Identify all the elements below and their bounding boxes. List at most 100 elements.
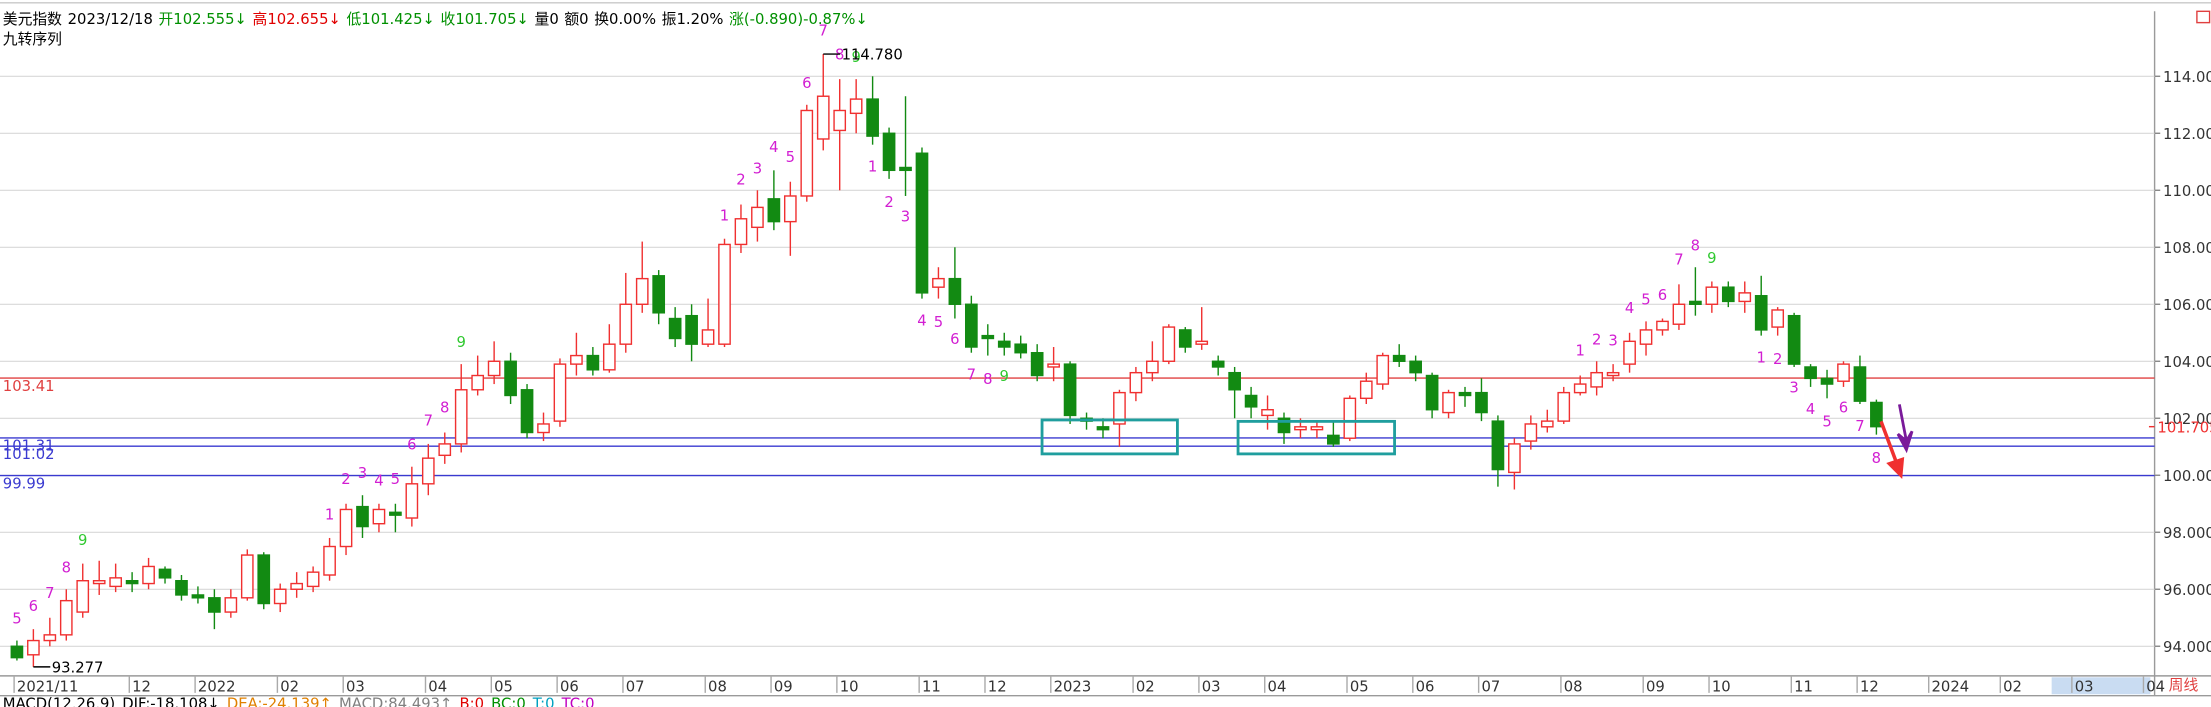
td-count: 5: [934, 314, 943, 331]
candle-body: [882, 132, 896, 172]
x-tick-label: 09: [774, 678, 793, 695]
td-count: 8: [835, 46, 844, 63]
x-tick-label: 11: [1794, 678, 1813, 695]
candle-body: [273, 588, 287, 605]
candle-body: [1853, 366, 1867, 402]
td-count: 9: [1707, 250, 1716, 267]
x-tick-label: 07: [626, 678, 645, 695]
candle-body: [1672, 303, 1686, 325]
candle-body: [1392, 354, 1406, 362]
candle-body: [1573, 383, 1587, 394]
x-tick-label: 12: [1860, 678, 1879, 695]
candle-body: [1310, 426, 1324, 431]
candle-body: [932, 277, 945, 288]
x-tick-label: 03: [346, 678, 365, 695]
td-count: 1: [868, 159, 877, 176]
candle-body: [767, 198, 781, 223]
candle-body: [1096, 426, 1110, 431]
td-count: 4: [917, 312, 926, 329]
candle-body: [1689, 300, 1702, 305]
header-item: 高102.655↓: [253, 11, 341, 28]
candle-body: [1458, 391, 1472, 397]
candle-body: [1656, 320, 1669, 331]
candle-body: [1211, 360, 1225, 368]
x-tick-label: 03: [2075, 678, 2094, 695]
candle-body: [899, 166, 912, 172]
td-count: 9: [1000, 368, 1009, 385]
td-count: 5: [391, 471, 400, 488]
indicator-item: T:0: [532, 695, 555, 707]
candle-body: [1491, 420, 1505, 471]
td-count: 3: [358, 465, 367, 482]
td-count: 8: [62, 559, 71, 576]
x-tick-label: 2022: [198, 678, 236, 695]
td-count: 9: [851, 49, 860, 66]
candle-body: [10, 645, 24, 659]
arrow-purple: [1896, 404, 1914, 454]
y-tick-label: 98.000: [2163, 525, 2211, 542]
candle-body: [1425, 374, 1439, 411]
candle-body: [1557, 391, 1571, 422]
td-count: 3: [753, 160, 762, 177]
corner-icon: [2196, 10, 2211, 24]
candle-body: [948, 277, 962, 305]
x-tick-label: 04: [1268, 678, 1287, 695]
candle-body: [257, 554, 271, 605]
candle-body: [1639, 329, 1653, 345]
candle-body: [1195, 340, 1209, 345]
candle-body: [158, 568, 172, 579]
level-label: 103.41: [3, 378, 55, 395]
candle-body: [27, 639, 40, 656]
x-tick-label: 12: [132, 678, 151, 695]
candle-body: [224, 597, 238, 613]
candle-body: [751, 206, 764, 229]
y-tick-label: 104.000: [2163, 354, 2211, 371]
td-count: 9: [78, 532, 87, 549]
td-count: 1: [720, 207, 729, 224]
level-label: 99.99: [3, 475, 45, 492]
candle-body: [487, 360, 501, 377]
candle-body: [1590, 371, 1604, 388]
td-count: 4: [1806, 401, 1815, 418]
candle-body: [1508, 443, 1521, 474]
candle-body: [323, 545, 336, 576]
candle-body: [125, 580, 139, 585]
candle-body: [833, 109, 847, 132]
indicator-item: DEA:-24.139↑: [227, 695, 332, 707]
x-tick-label: 02: [1136, 678, 1155, 695]
candle-body: [1837, 363, 1850, 382]
candle-body: [1343, 397, 1357, 439]
td-count: 6: [29, 598, 38, 615]
td-count: 4: [374, 472, 383, 489]
candle-body: [1113, 391, 1126, 425]
candle-body: [421, 457, 435, 485]
td-count: 2: [341, 471, 350, 488]
td-count: 2: [1592, 331, 1601, 348]
candle-body: [1787, 314, 1801, 365]
candle-body: [800, 109, 814, 197]
x-tick-label: 2021/11: [17, 678, 78, 695]
td-count: 6: [950, 331, 959, 348]
candle-body: [1804, 366, 1817, 380]
range-box: [1040, 418, 1179, 456]
candle-body: [109, 577, 122, 588]
td-count: 6: [802, 75, 811, 92]
td-count: 2: [736, 172, 745, 189]
indicator-item: MACD(12,26,9): [3, 695, 115, 707]
x-tick-label: 06: [1416, 678, 1435, 695]
candle-body: [1754, 295, 1768, 331]
candle-body: [570, 354, 583, 365]
candle-body: [1623, 340, 1636, 365]
header-item: 涨(-0.890)-0.87%↓: [729, 11, 868, 28]
subtitle: 九转序列: [3, 31, 62, 48]
arrow-red: [1879, 420, 1905, 480]
candle-body: [59, 599, 73, 636]
indicator-item: B:0: [460, 695, 485, 707]
candle-body: [454, 389, 468, 445]
y-tick-label: 102.000: [2163, 411, 2211, 428]
td-count: 1: [1757, 349, 1766, 366]
td-count: 6: [407, 437, 416, 454]
